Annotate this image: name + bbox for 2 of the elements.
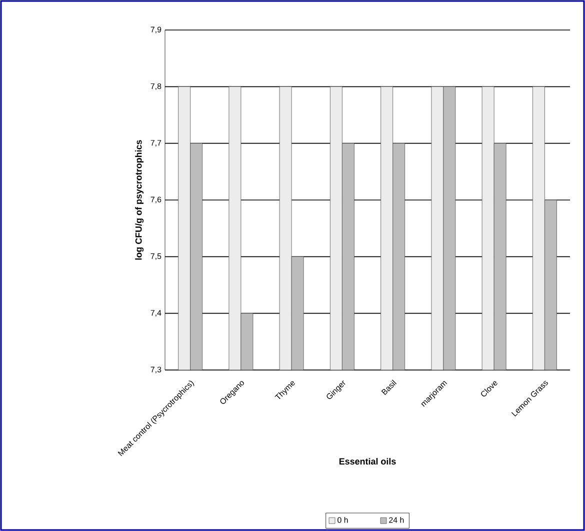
x-axis-title: Essential oils [339,458,396,465]
y-axis-title: log CFU/g of psycrotrophics [135,140,144,260]
